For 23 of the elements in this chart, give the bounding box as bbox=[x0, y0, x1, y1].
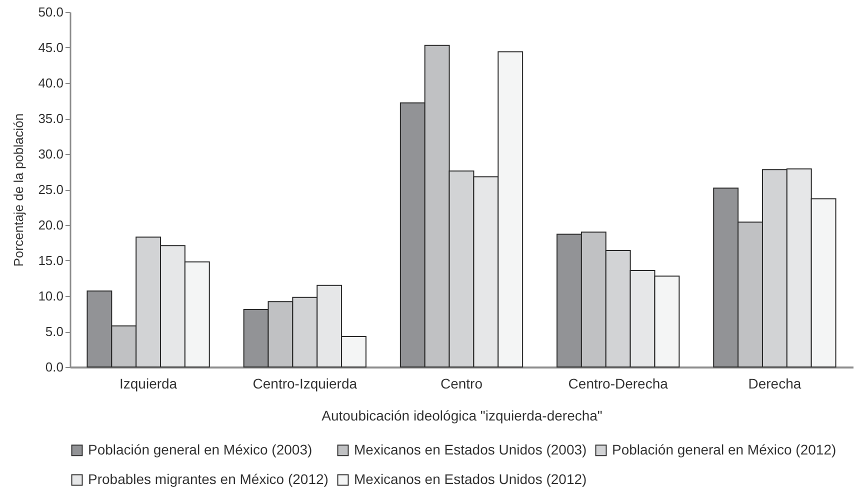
legend-label: Población general en México (2003) bbox=[88, 441, 312, 458]
x-tick-label: Centro-Izquierda bbox=[252, 376, 358, 392]
y-tick-label: 40.0 bbox=[38, 76, 64, 90]
x-axis-title: Autoubicación ideológica "izquierda-derecha" bbox=[322, 408, 602, 424]
x-tick-label: Derecha bbox=[748, 376, 802, 392]
x-tick-label: Centro-Derecha bbox=[568, 376, 668, 392]
y-tick-label: 10.0 bbox=[38, 288, 64, 304]
legend-label: Población general en México (2012) bbox=[612, 441, 836, 458]
y-tick-label: 45.0 bbox=[38, 40, 64, 55]
y-axis-title: Porcentaje de la población bbox=[11, 113, 26, 267]
y-tick-label: 15.0 bbox=[38, 253, 64, 268]
legend-label: Mexicanos en Estados Unidos (2012) bbox=[354, 471, 587, 487]
legend-label: Probables migrantes en México (2012) bbox=[88, 471, 328, 487]
y-tick-label: 5.0 bbox=[45, 324, 64, 339]
y-tick-label: 30.0 bbox=[38, 146, 64, 162]
y-tick-label: 50.0 bbox=[38, 4, 64, 20]
x-tick-label: Izquierda bbox=[120, 376, 178, 392]
y-tick-label: 20.0 bbox=[38, 218, 64, 232]
legend-label: Mexicanos en Estados Unidos (2003) bbox=[354, 441, 587, 458]
y-tick-label: 35.0 bbox=[38, 111, 64, 126]
y-tick-label: 0.0 bbox=[45, 360, 64, 374]
y-tick-label: 25.0 bbox=[38, 182, 64, 197]
x-tick-label: Centro bbox=[440, 376, 483, 392]
